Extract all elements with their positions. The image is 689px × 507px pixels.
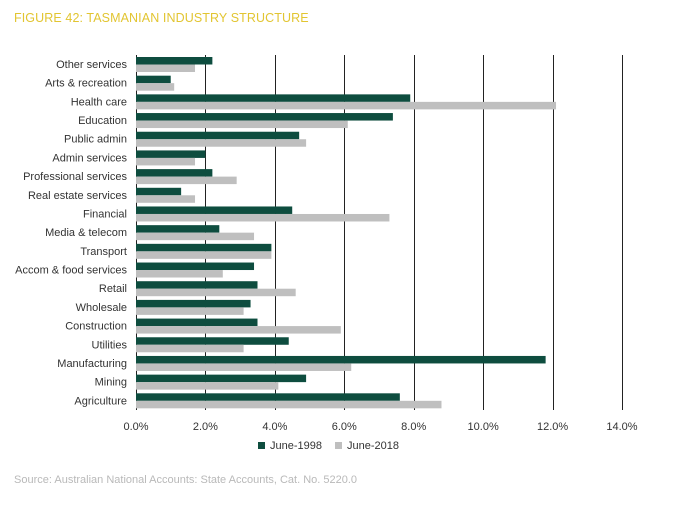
category-label-professional-services: Professional services xyxy=(23,171,127,183)
bar-retail-june-1998 xyxy=(136,281,258,289)
category-label-real-estate-services: Real estate services xyxy=(28,190,128,202)
category-label-arts-recreation: Arts & recreation xyxy=(45,78,127,90)
x-tick-labels: 0.0% 2.0% 4.0% 6.0% 8.0% 10.0% 12.0% 14.0% xyxy=(123,421,637,433)
bar-arts-recreation-june-1998 xyxy=(136,75,171,84)
legend: June-1998 June-2018 xyxy=(258,440,399,452)
bar-manufacturing-june-1998 xyxy=(136,355,546,364)
bar-mining-june-2018 xyxy=(136,382,279,390)
category-label-wholesale: Wholesale xyxy=(76,302,127,314)
bar-public-admin-june-1998 xyxy=(136,131,300,140)
bar-admin-services-june-2018 xyxy=(136,157,196,166)
figure-title: FIGURE 42: TASMANIAN INDUSTRY STRUCTURE xyxy=(14,11,309,25)
bar-public-admin-june-2018 xyxy=(136,139,307,147)
bar-education-june-1998 xyxy=(136,113,393,121)
bar-wholesale-june-1998 xyxy=(136,299,251,308)
category-label-admin-services: Admin services xyxy=(52,152,127,164)
bar-construction-june-1998 xyxy=(136,318,258,327)
bar-financial-june-1998 xyxy=(136,206,293,214)
x-tick-12-0: 12.0% xyxy=(537,421,568,433)
category-label-accom-food-services: Accom & food services xyxy=(15,265,127,277)
category-label-transport: Transport xyxy=(80,246,127,258)
bar-utilities-june-1998 xyxy=(136,337,289,345)
category-label-public-admin: Public admin xyxy=(64,134,127,146)
x-tick-2-0: 2.0% xyxy=(193,421,218,433)
category-label-construction: Construction xyxy=(65,321,127,333)
bar-transport-june-2018 xyxy=(136,251,272,259)
bar-other-services-june-2018 xyxy=(136,64,196,72)
legend-label-june-2018: June-2018 xyxy=(347,440,399,452)
bars xyxy=(136,57,557,409)
bar-wholesale-june-2018 xyxy=(136,307,244,315)
category-label-media-telecom: Media & telecom xyxy=(45,227,127,239)
category-labels: Other services Arts & recreation Health ca… xyxy=(15,59,127,407)
x-tick-10-0: 10.0% xyxy=(468,421,499,433)
category-label-utilities: Utilities xyxy=(92,339,128,351)
bar-admin-services-june-1998 xyxy=(136,150,206,158)
legend-label-june-1998: June-1998 xyxy=(270,440,322,452)
legend-swatch-june-2018 xyxy=(335,442,342,449)
category-label-manufacturing: Manufacturing xyxy=(57,358,127,370)
x-tick-8-0: 8.0% xyxy=(401,421,426,433)
category-label-mining: Mining xyxy=(95,377,127,389)
bar-health-care-june-2018 xyxy=(136,101,557,110)
category-label-other-services: Other services xyxy=(56,59,127,71)
bar-real-estate-services-june-1998 xyxy=(136,187,182,196)
source-note: Source: Australian National Accounts: St… xyxy=(14,474,358,486)
bar-professional-services-june-1998 xyxy=(136,169,213,177)
legend-swatch-june-1998 xyxy=(258,442,265,449)
bar-professional-services-june-2018 xyxy=(136,176,237,185)
bar-media-telecom-june-2018 xyxy=(136,232,255,241)
x-tick-14-0: 14.0% xyxy=(606,421,637,433)
x-tick-0-0: 0.0% xyxy=(123,421,148,433)
x-tick-6-0: 6.0% xyxy=(332,421,357,433)
x-tick-4-0: 4.0% xyxy=(262,421,287,433)
bar-manufacturing-june-2018 xyxy=(136,363,352,371)
bar-real-estate-services-june-2018 xyxy=(136,195,196,203)
category-label-health-care: Health care xyxy=(71,96,127,108)
category-label-retail: Retail xyxy=(99,283,127,295)
bar-health-care-june-1998 xyxy=(136,94,411,102)
bar-accom-food-services-june-2018 xyxy=(136,270,223,278)
bar-agriculture-june-1998 xyxy=(136,393,400,401)
bar-mining-june-1998 xyxy=(136,374,307,383)
bar-accom-food-services-june-1998 xyxy=(136,262,255,271)
bar-utilities-june-2018 xyxy=(136,344,244,353)
bar-financial-june-2018 xyxy=(136,213,390,222)
bar-other-services-june-1998 xyxy=(136,57,213,65)
bar-chart: Other services Arts & recreation Health ca… xyxy=(15,55,638,452)
category-label-education: Education xyxy=(78,115,127,127)
bar-media-telecom-june-1998 xyxy=(136,225,220,233)
bar-retail-june-2018 xyxy=(136,288,296,297)
bar-education-june-2018 xyxy=(136,120,348,129)
bar-construction-june-2018 xyxy=(136,326,341,334)
category-label-financial: Financial xyxy=(83,208,127,220)
bar-arts-recreation-june-2018 xyxy=(136,83,175,91)
category-label-agriculture: Agriculture xyxy=(74,395,127,407)
bar-agriculture-june-2018 xyxy=(136,400,442,409)
bar-transport-june-1998 xyxy=(136,243,272,252)
